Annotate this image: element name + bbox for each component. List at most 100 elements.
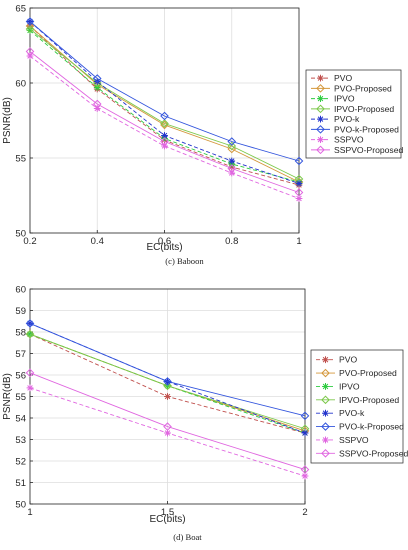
x-tick-label: 0.8 xyxy=(225,236,238,247)
legend-entry: PVO xyxy=(339,355,357,365)
data-point xyxy=(164,393,171,400)
series-line xyxy=(29,322,306,417)
x-axis-label: EC(bits) xyxy=(149,514,185,525)
chart-boat: 1 1.5 2 50 51 52 53 54 55 56 57 58 59 60 EC(bits) PSNR(… xyxy=(2,284,408,542)
y-tick-label: 60 xyxy=(15,284,26,295)
y-tick-label: 53 xyxy=(15,435,26,446)
data-point xyxy=(26,52,34,60)
y-tick-label: 54 xyxy=(15,413,26,424)
figure-caption: (d) Boat xyxy=(173,532,202,542)
data-point xyxy=(160,111,169,121)
legend-marker xyxy=(317,115,324,123)
data-point xyxy=(163,377,172,386)
legend-box xyxy=(305,69,402,159)
data-point xyxy=(301,429,309,437)
data-point xyxy=(25,329,35,339)
data-point xyxy=(25,47,35,56)
y-tick-label: 58 xyxy=(15,327,26,338)
legend-marker xyxy=(316,125,325,134)
data-point xyxy=(92,74,102,83)
data-point xyxy=(164,429,171,437)
data-point xyxy=(227,137,237,146)
y-axis-label: PSNR(dB) xyxy=(2,97,13,144)
legend-marker xyxy=(322,436,329,444)
legend-entry: PVO-Proposed xyxy=(334,83,392,93)
data-point xyxy=(227,164,237,173)
legend-entry: PVO xyxy=(334,73,352,83)
data-point xyxy=(295,180,303,187)
x-tick-label: 2 xyxy=(302,507,307,518)
data-point xyxy=(228,157,236,165)
data-point xyxy=(26,27,34,34)
data-point xyxy=(93,105,101,112)
data-point xyxy=(163,381,172,391)
legend-marker xyxy=(316,104,325,114)
series-line xyxy=(29,51,300,193)
x-tick-label: 1 xyxy=(296,236,301,247)
legend-entry: SSPVO-Proposed xyxy=(339,448,408,458)
series-pvo-k-proposed xyxy=(25,17,304,166)
legend: PVOPVO-ProposedIPVOIPVO-ProposedPVO-kPVO… xyxy=(305,69,403,159)
data-point xyxy=(93,84,101,91)
data-point xyxy=(161,132,168,139)
series-pvo-k-proposed xyxy=(25,319,310,421)
legend-marker xyxy=(321,395,330,405)
legend-marker xyxy=(322,409,329,417)
legend-entry: SSPVO xyxy=(339,435,369,445)
series-sspvo-proposed xyxy=(25,368,310,474)
y-tick-label: 59 xyxy=(15,306,26,317)
y-tick-label: 65 xyxy=(15,3,26,14)
legend-marker xyxy=(321,368,330,378)
legend-marker xyxy=(317,136,324,144)
data-point xyxy=(301,472,309,480)
data-point xyxy=(228,169,236,177)
data-point xyxy=(25,24,35,34)
legend: PVOPVO-ProposedIPVOIPVO-ProposedPVO-kPVO… xyxy=(310,349,408,464)
legend-entry: PVO-k-Proposed xyxy=(339,422,404,432)
legend-marker xyxy=(322,356,329,364)
data-point xyxy=(25,368,35,378)
figure-caption: (c) Baboon xyxy=(165,256,204,266)
legend-entry: PVO-k xyxy=(339,408,365,418)
data-point xyxy=(25,319,35,328)
legend-marker xyxy=(317,74,324,82)
legend-marker xyxy=(321,422,330,431)
chart-baboon: 0.2 0.4 0.6 0.8 1 50 55 60 65 EC(bits) PSNR(dB) PVO… xyxy=(2,3,403,266)
series-line xyxy=(29,322,306,434)
legend-marker xyxy=(316,84,325,93)
series-sspvo-proposed xyxy=(25,47,304,197)
data-point xyxy=(160,120,169,130)
y-tick-label: 60 xyxy=(15,78,26,89)
y-tick-label: 56 xyxy=(15,370,26,381)
data-point xyxy=(160,119,169,128)
x-tick-label: 0.4 xyxy=(91,236,104,247)
legend-box xyxy=(310,349,404,464)
data-point xyxy=(300,465,310,474)
x-tick-label: 0.6 xyxy=(158,236,171,247)
y-tick-label: 55 xyxy=(15,153,26,164)
legend-entry: SSPVO xyxy=(334,135,364,145)
legend-marker xyxy=(321,449,330,458)
y-tick-label: 51 xyxy=(15,478,26,489)
data-point xyxy=(92,99,102,109)
series-sspvo xyxy=(26,52,303,202)
legend-marker xyxy=(316,145,325,155)
y-tick-label: 50 xyxy=(15,228,26,239)
data-point xyxy=(294,156,304,166)
legend-entry: PVO-k xyxy=(334,114,360,124)
y-tick-label: 50 xyxy=(15,499,26,510)
series-line xyxy=(29,372,306,471)
legend-marker xyxy=(317,95,324,103)
data-point xyxy=(227,141,237,151)
y-axis-label: PSNR(dB) xyxy=(2,373,13,420)
series-line xyxy=(29,21,300,162)
y-tick-label: 52 xyxy=(15,456,26,467)
x-tick-label: 1 xyxy=(27,507,32,518)
legend-entry: IPVO-Proposed xyxy=(334,104,394,114)
data-point xyxy=(26,384,34,392)
series-line xyxy=(29,28,300,180)
y-tick-label: 57 xyxy=(15,349,26,360)
y-tick-label: 55 xyxy=(15,392,26,403)
data-point xyxy=(294,188,304,197)
